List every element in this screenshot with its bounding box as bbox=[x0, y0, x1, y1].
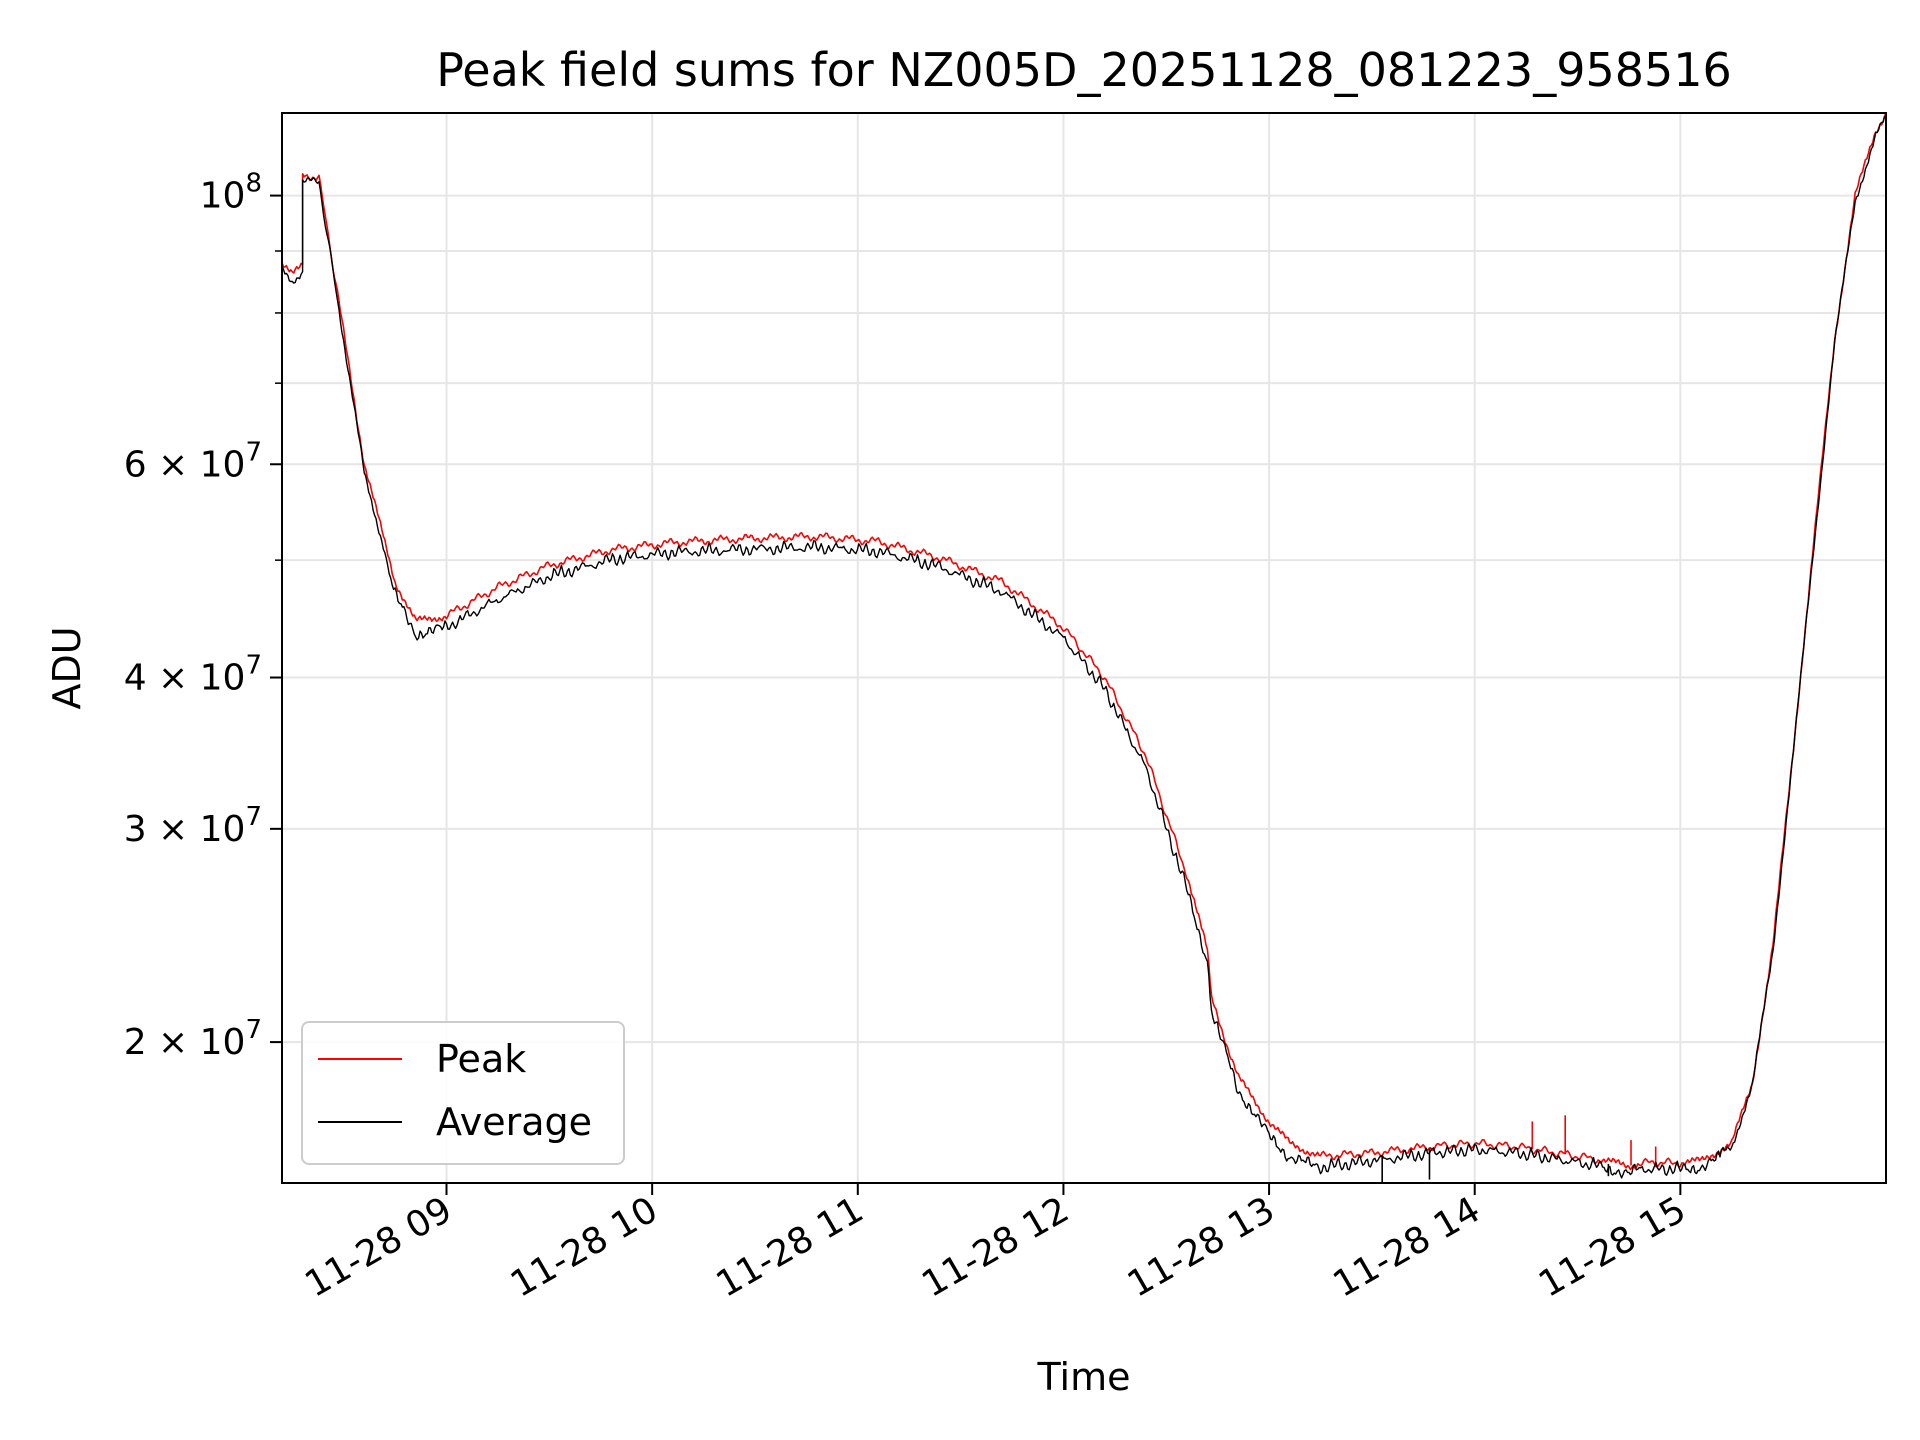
y-tick-exponent: 7 bbox=[245, 651, 262, 681]
y-tick-label: 6 × 107 bbox=[124, 437, 262, 485]
chart-title: Peak field sums for NZ005D_20251128_0812… bbox=[436, 43, 1732, 97]
legend-peak-label: Peak bbox=[436, 1037, 526, 1081]
legend: Peak Average bbox=[301, 1021, 625, 1165]
plot-frame bbox=[281, 112, 1887, 1184]
series-peak-line bbox=[281, 112, 1887, 1171]
series-layer bbox=[281, 112, 1887, 1183]
y-tick-label: 4 × 107 bbox=[124, 651, 262, 699]
y-tick-base: 3 × 10 bbox=[124, 809, 246, 850]
y-tick-exponent: 7 bbox=[245, 802, 262, 832]
y-tick-base: 2 × 10 bbox=[124, 1022, 246, 1063]
x-axis-label: Time bbox=[1037, 1355, 1131, 1399]
y-axis-label: ADU bbox=[45, 626, 89, 709]
y-tick-label: 2 × 107 bbox=[124, 1015, 262, 1063]
y-tick-label: 3 × 107 bbox=[124, 802, 262, 850]
y-tick-base: 10 bbox=[200, 176, 246, 217]
y-tick-exponent: 8 bbox=[245, 169, 262, 199]
y-tick-label: 108 bbox=[200, 169, 262, 217]
y-tick-exponent: 7 bbox=[245, 1015, 262, 1045]
legend-box bbox=[301, 1021, 625, 1165]
legend-average-label: Average bbox=[436, 1100, 592, 1144]
series-average-line bbox=[281, 116, 1887, 1179]
y-tick-exponent: 7 bbox=[245, 437, 262, 467]
grid bbox=[282, 113, 1886, 1183]
y-tick-base: 6 × 10 bbox=[124, 444, 246, 485]
y-tick-base: 4 × 10 bbox=[124, 658, 246, 699]
